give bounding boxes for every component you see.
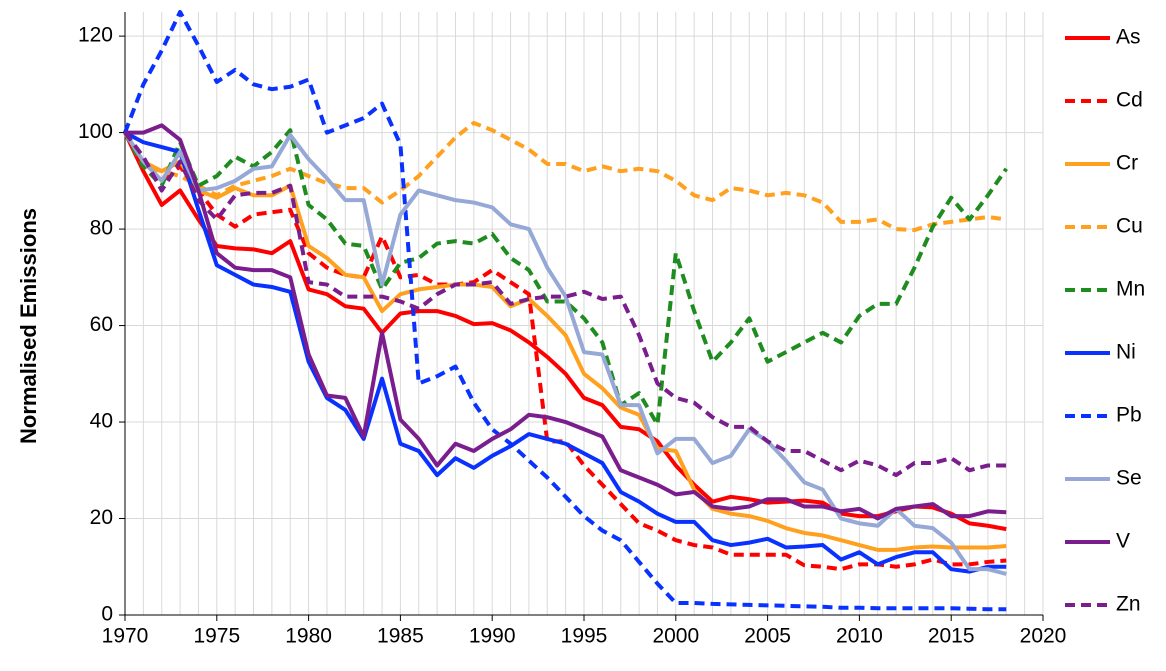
x-tick-label: 2020	[1020, 625, 1067, 648]
legend-label: Se	[1116, 467, 1142, 490]
y-tick-label: 100	[78, 120, 113, 143]
legend-label: Cr	[1116, 152, 1138, 175]
legend-label: Ni	[1116, 341, 1136, 364]
legend-label: Pb	[1116, 404, 1142, 427]
series-line	[125, 123, 1007, 521]
x-tick-label: 1995	[561, 625, 608, 648]
y-axis-label: Normalised Emissions	[16, 208, 41, 444]
y-tick-label: 40	[90, 410, 113, 433]
x-tick-label: 1970	[102, 625, 149, 648]
series-line	[123, 131, 1007, 576]
x-tick-label: 1980	[285, 625, 332, 648]
legend-label: Mn	[1116, 278, 1145, 301]
y-tick-label: 60	[90, 313, 113, 336]
series-line	[123, 120, 1007, 233]
x-tick-label: 1985	[377, 625, 424, 648]
y-tick-label: 80	[90, 217, 113, 240]
series-line	[123, 10, 1007, 612]
x-tick-label: 2005	[744, 625, 791, 648]
series-line	[123, 131, 1007, 552]
legend-label: Cu	[1116, 215, 1143, 238]
x-tick-label: 2010	[836, 625, 883, 648]
y-tick-label: 20	[90, 506, 113, 529]
x-tick-label: 2015	[928, 625, 975, 648]
series-line	[123, 131, 1007, 572]
legend-label: V	[1116, 530, 1130, 553]
y-tick-label: 0	[101, 603, 113, 626]
y-tick-label: 120	[78, 24, 113, 47]
legend-label: As	[1116, 26, 1141, 49]
x-tick-label: 2000	[652, 625, 699, 648]
x-tick-label: 1975	[193, 625, 240, 648]
series-line	[123, 128, 1008, 427]
x-tick-label: 1990	[469, 625, 516, 648]
legend-label: Cd	[1116, 89, 1143, 112]
series-line	[123, 131, 1007, 532]
series-line	[124, 130, 1007, 574]
legend-label: Zn	[1116, 593, 1141, 616]
